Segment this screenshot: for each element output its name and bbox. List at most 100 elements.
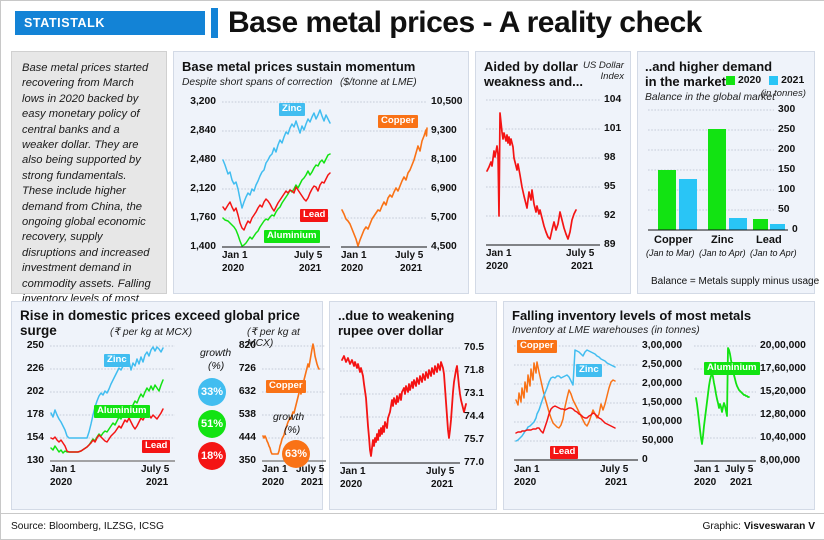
ytick-350: 350 xyxy=(238,455,256,466)
ytick-6900: 6,900 xyxy=(431,183,457,194)
balance-title-line1: ..and higher demand xyxy=(645,59,773,74)
market-balance-svg xyxy=(648,109,788,231)
ytick-98: 98 xyxy=(604,152,616,163)
ytick-10500: 10,500 xyxy=(431,96,463,107)
balance-title-line2: in the market xyxy=(645,74,726,89)
series-label-aluminium: Aluminium xyxy=(94,405,150,418)
xtick-end-top: July 5 xyxy=(141,464,170,475)
ytick-89: 89 xyxy=(604,239,616,250)
ytick-154: 154 xyxy=(26,432,44,443)
series-label-aluminium: Aluminium xyxy=(704,362,760,375)
mcx-growth-label-line1: growth xyxy=(200,348,232,359)
growth-badge-aluminium: 51% xyxy=(198,410,226,438)
ytick-820: 820 xyxy=(238,340,256,351)
xtick-start-top: Jan 1 xyxy=(50,464,76,475)
bar-period-zinc: (Jan to Apr) xyxy=(699,248,746,258)
rupee-panel: ..due to weakening rupee over dollar 70.… xyxy=(329,301,497,510)
lme-prices-title: Base metal prices sustain momentum xyxy=(182,59,416,74)
mcx-copper-growth-line2: (%) xyxy=(284,425,301,436)
ytick-726: 726 xyxy=(238,363,256,374)
xtick-start-top: Jan 1 xyxy=(486,248,512,259)
ytick-200: 200 xyxy=(778,144,796,155)
header: STATISTALK Base metal prices - A reality… xyxy=(1,1,824,45)
mcx-unit-left: (₹ per kg at MCX) xyxy=(110,327,193,338)
ytick-50: 50 xyxy=(778,204,790,215)
rupee-title-line2: rupee over dollar xyxy=(338,323,444,338)
ytick-70-5: 70.5 xyxy=(464,342,485,353)
credit-text: Graphic: Visveswaran V xyxy=(702,521,815,532)
ytick-250000: 2,50,000 xyxy=(642,359,683,370)
series-label-copper: Copper xyxy=(378,115,418,128)
page-title: Base metal prices - A reality check xyxy=(228,6,702,39)
series-lead xyxy=(222,172,331,231)
bar-copper-2020 xyxy=(658,170,676,230)
inventory-metals-chart: 3,00,000 2,50,000 2,00,000 1,50,000 1,00… xyxy=(512,340,684,488)
dollar-title-line2: weakness and... xyxy=(484,74,583,89)
xtick-start-bottom: 2020 xyxy=(340,479,363,490)
ytick-250: 250 xyxy=(26,340,44,351)
ytick-150000: 1,50,000 xyxy=(642,397,683,408)
mcx-metals-chart: 250 226 202 178 154 130 Jan 1 2020 July … xyxy=(20,340,205,488)
usd-inr-svg xyxy=(340,347,467,464)
legend-label-2021: 2021 xyxy=(781,75,805,86)
legend-item-2021: 2021 xyxy=(769,75,804,86)
market-balance-panel: ..and higher demand in the market 2020 2… xyxy=(637,51,819,294)
xtick-end-top: July 5 xyxy=(725,464,754,475)
xtick-end-top: July 5 xyxy=(426,466,455,477)
balance-note: Balance = Metals supply minus usage xyxy=(651,276,820,287)
xtick-start-bottom: 2020 xyxy=(50,477,73,488)
bar-lead-2021 xyxy=(770,224,785,230)
mcx-copper-chart: 820 726 632 538 444 350 Jan 1 2020 July … xyxy=(234,340,326,488)
dollar-index-svg xyxy=(486,99,600,246)
xtick-end-top: July 5 xyxy=(294,250,323,261)
lme-copper-chart: 10,500 9,300 8,100 6,900 5,700 4,500 Jan… xyxy=(339,94,464,274)
bar-cat-zinc: Zinc xyxy=(711,234,734,246)
mcx-unit-right: (₹ per kg at MCX) xyxy=(247,327,300,349)
dollar-index-panel: Aided by dollar weakness and... US Dolla… xyxy=(475,51,631,294)
gridlines xyxy=(222,101,330,219)
xtick-end-bottom: 2021 xyxy=(431,479,454,490)
legend-item-2020: 2020 xyxy=(726,75,761,86)
ytick-178: 178 xyxy=(26,409,44,420)
ytick-104: 104 xyxy=(604,94,622,105)
series-label-copper: Copper xyxy=(517,340,557,353)
usd-inr-chart: 70.5 71.8 73.1 74.4 75.7 77.0 Jan 1 2020… xyxy=(338,342,492,490)
ytick-75-7: 75.7 xyxy=(464,434,485,445)
balance-unit: (in tonnes) xyxy=(760,88,806,99)
ytick-300: 300 xyxy=(778,104,796,115)
bar-cat-copper: Copper xyxy=(654,234,693,246)
series-usd-inr xyxy=(341,355,467,457)
inventory-panel: Falling inventory levels of most metals … xyxy=(503,301,815,510)
xtick-end-bottom: 2021 xyxy=(571,261,594,272)
xtick-end-bottom: 2021 xyxy=(400,263,423,274)
ytick-1760: 1,760 xyxy=(190,212,216,223)
dollar-index-chart: 104 101 98 95 92 89 Jan 1 2020 July 5 20… xyxy=(484,92,626,272)
growth-badge-copper: 63% xyxy=(282,440,310,468)
ytick-100: 100 xyxy=(778,184,796,195)
bar-cat-lead: Lead xyxy=(756,234,782,246)
xtick-end-top: July 5 xyxy=(600,464,629,475)
ytick-73-1: 73.1 xyxy=(464,388,485,399)
bar-zinc-2020 xyxy=(708,129,726,230)
inventory-title: Falling inventory levels of most metals xyxy=(512,308,752,323)
xtick-start-bottom: 2020 xyxy=(222,263,245,274)
series-label-lead: Lead xyxy=(550,446,579,459)
ytick-1400: 1,400 xyxy=(190,241,216,252)
ytick-1760000: 17,60,000 xyxy=(760,363,806,374)
series-label-zinc: Zinc xyxy=(279,103,305,116)
xtick-end-bottom: 2021 xyxy=(299,263,322,274)
ytick-632: 632 xyxy=(238,386,256,397)
gridlines xyxy=(486,99,600,217)
ytick-800000: 8,00,000 xyxy=(760,455,801,466)
lme-copper-svg xyxy=(341,101,428,248)
xtick-start-bottom: 2020 xyxy=(486,261,509,272)
mcx-copper-growth-line1: growth xyxy=(273,412,305,423)
xtick-start-bottom: 2020 xyxy=(694,477,717,488)
ytick-9300: 9,300 xyxy=(431,125,457,136)
ytick-8100: 8,100 xyxy=(431,154,457,165)
ytick-1280000: 12,80,000 xyxy=(760,409,806,420)
bar-copper-2021 xyxy=(679,179,697,230)
bar-lead-2020 xyxy=(753,219,768,230)
ytick-50000: 50,000 xyxy=(642,435,674,446)
xtick-start-bottom: 2020 xyxy=(262,477,285,488)
